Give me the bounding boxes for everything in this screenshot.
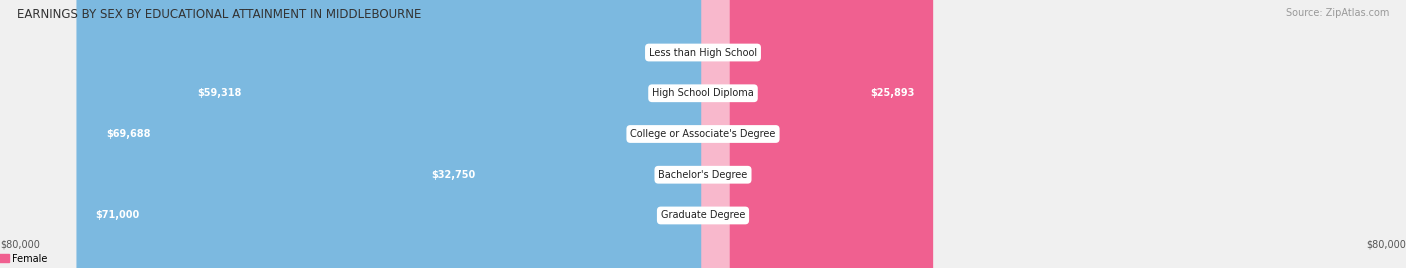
FancyBboxPatch shape [412, 0, 706, 268]
Text: $80,000: $80,000 [1367, 239, 1406, 249]
Text: $0: $0 [661, 47, 673, 58]
FancyBboxPatch shape [702, 0, 730, 268]
FancyBboxPatch shape [76, 0, 706, 268]
FancyBboxPatch shape [700, 0, 934, 268]
Text: $0: $0 [733, 210, 745, 221]
FancyBboxPatch shape [702, 0, 730, 268]
Text: $25,893: $25,893 [870, 88, 915, 98]
Text: $32,750: $32,750 [432, 170, 475, 180]
FancyBboxPatch shape [89, 0, 706, 268]
Text: $71,000: $71,000 [94, 210, 139, 221]
Text: $69,688: $69,688 [107, 129, 150, 139]
FancyBboxPatch shape [702, 0, 730, 268]
Legend: Male, Female: Male, Female [0, 250, 52, 268]
FancyBboxPatch shape [702, 0, 730, 268]
Text: High School Diploma: High School Diploma [652, 88, 754, 98]
Text: $0: $0 [733, 170, 745, 180]
Text: EARNINGS BY SEX BY EDUCATIONAL ATTAINMENT IN MIDDLEBOURNE: EARNINGS BY SEX BY EDUCATIONAL ATTAINMEN… [17, 8, 422, 21]
Text: $59,318: $59,318 [198, 88, 242, 98]
Text: Graduate Degree: Graduate Degree [661, 210, 745, 221]
FancyBboxPatch shape [179, 0, 706, 268]
Text: College or Associate's Degree: College or Associate's Degree [630, 129, 776, 139]
Text: Bachelor's Degree: Bachelor's Degree [658, 170, 748, 180]
Text: $0: $0 [733, 47, 745, 58]
FancyBboxPatch shape [676, 0, 704, 268]
Text: Source: ZipAtlas.com: Source: ZipAtlas.com [1285, 8, 1389, 18]
Text: $80,000: $80,000 [0, 239, 39, 249]
Text: $0: $0 [733, 129, 745, 139]
Text: Less than High School: Less than High School [650, 47, 756, 58]
